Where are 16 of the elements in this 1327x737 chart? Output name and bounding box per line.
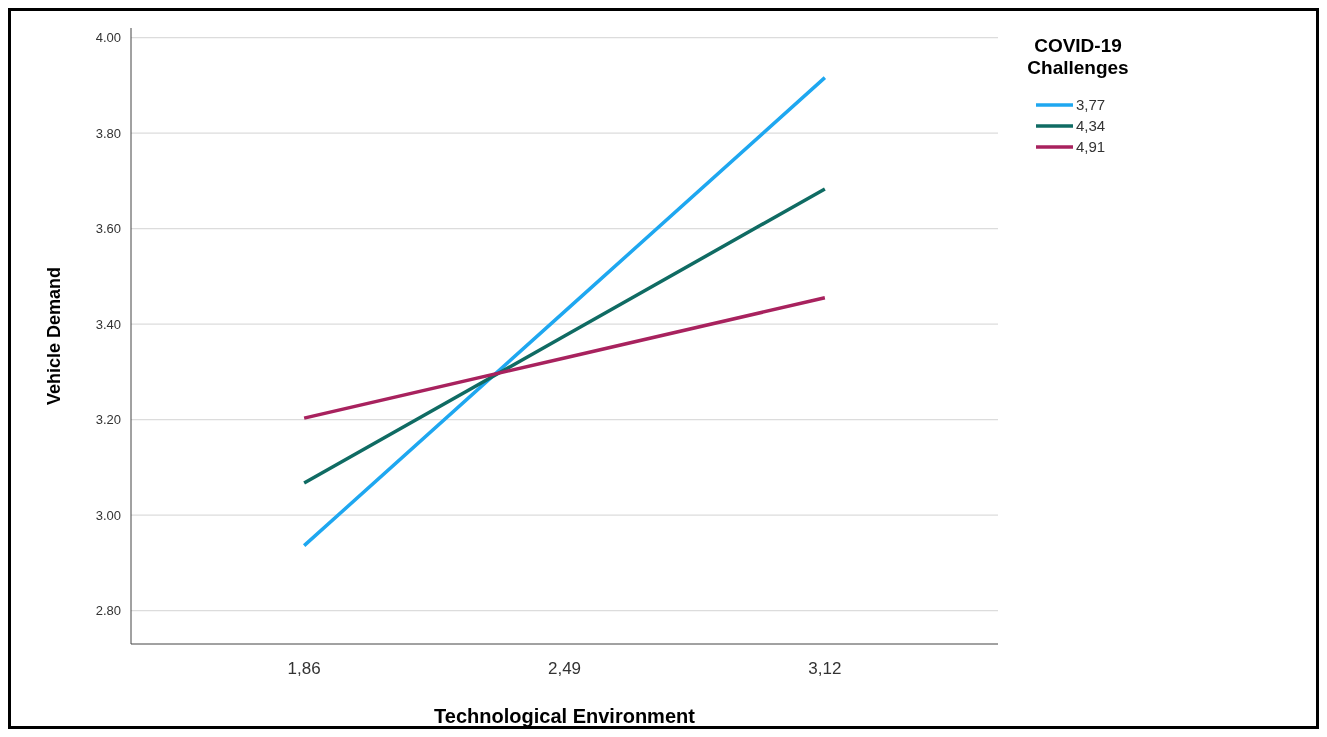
x-tick-label: 1,86 xyxy=(287,659,321,678)
y-tick-label: 3.60 xyxy=(95,221,121,237)
y-tick-label: 3.40 xyxy=(95,316,121,332)
y-tick-label: 3.00 xyxy=(95,507,121,523)
y-tick-label: 3.80 xyxy=(95,125,121,141)
y-tick-label: 2.80 xyxy=(95,603,121,619)
legend-label: 3,77 xyxy=(1076,96,1106,114)
x-axis-title: Technological Environment xyxy=(434,705,696,727)
legend-label: 4,91 xyxy=(1076,138,1106,156)
y-axis-title: Vehicle Demand xyxy=(44,266,64,406)
legend-title: COVID-19 Challenges xyxy=(1027,35,1129,78)
x-tick-label: 2,49 xyxy=(547,659,582,678)
x-tick-label: 3,12 xyxy=(808,659,842,678)
legend-label: 4,34 xyxy=(1076,117,1106,135)
y-tick-label: 4.00 xyxy=(95,30,121,46)
y-tick-label: 3.20 xyxy=(95,412,121,428)
